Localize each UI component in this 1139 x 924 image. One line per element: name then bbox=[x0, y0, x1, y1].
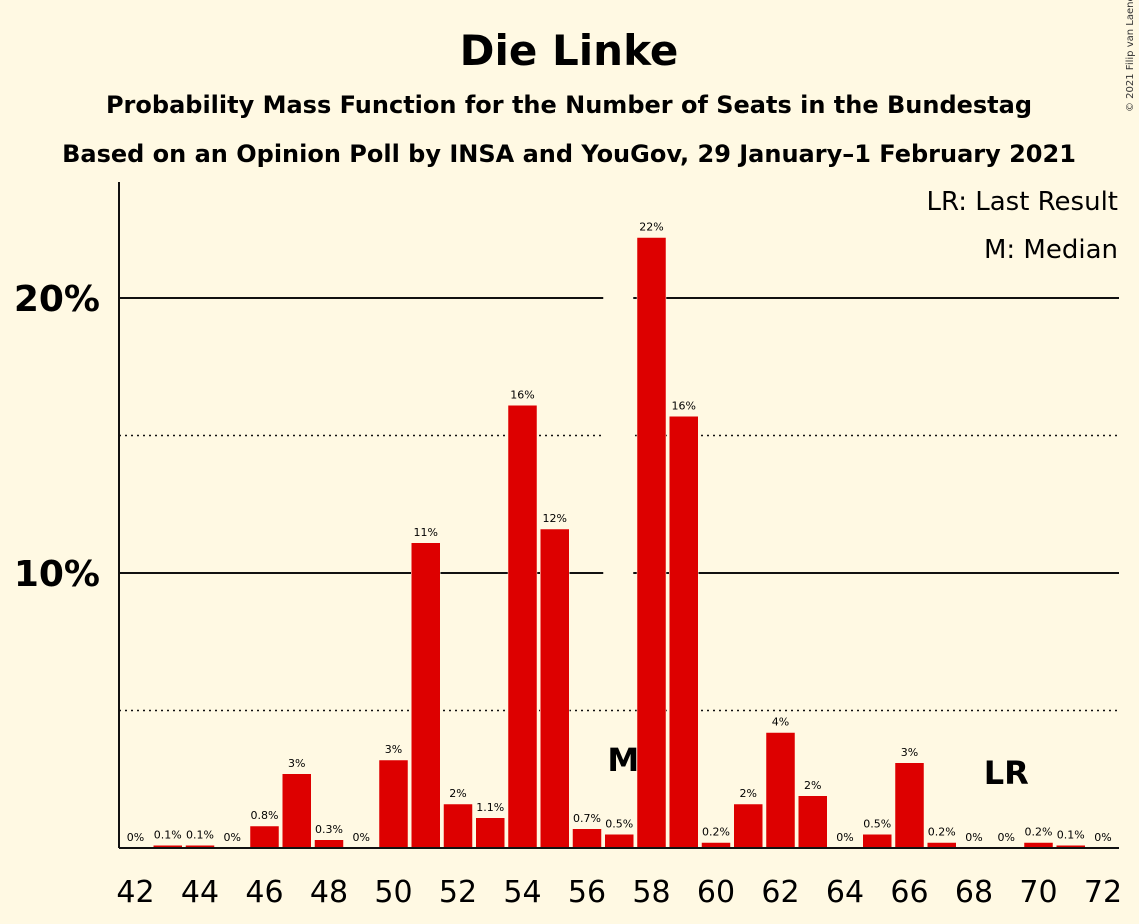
bar-seat-56 bbox=[572, 828, 602, 849]
data-label-seat-42: 0% bbox=[127, 831, 144, 844]
data-label-seat-66: 3% bbox=[901, 746, 918, 759]
copyright-text: © 2021 Filip van Laenen bbox=[1125, 0, 1136, 112]
x-tick-label: 42 bbox=[116, 875, 154, 910]
data-label-seat-69: 0% bbox=[998, 831, 1015, 844]
bar-seat-62 bbox=[765, 732, 796, 849]
bar-seat-50 bbox=[378, 759, 409, 849]
data-label-seat-71: 0.1% bbox=[1057, 828, 1085, 841]
data-label-seat-60: 0.2% bbox=[702, 826, 730, 839]
bar-seat-55 bbox=[540, 528, 570, 849]
x-tick-label: 62 bbox=[761, 875, 799, 910]
x-tick-label: 66 bbox=[890, 875, 928, 910]
data-label-seat-54: 16% bbox=[510, 388, 534, 401]
bar-seat-59 bbox=[669, 416, 699, 849]
data-label-seat-49: 0% bbox=[353, 831, 370, 844]
data-label-seat-70: 0.2% bbox=[1025, 826, 1053, 839]
data-label-seat-48: 0.3% bbox=[315, 823, 343, 836]
x-tick-label: 52 bbox=[439, 875, 477, 910]
x-tick-label: 46 bbox=[245, 875, 283, 910]
bar-seat-54 bbox=[507, 405, 538, 849]
y-tick-label: 10% bbox=[14, 554, 100, 595]
x-tick-label: 54 bbox=[503, 875, 541, 910]
data-label-seat-50: 3% bbox=[385, 743, 402, 756]
bar-seat-51 bbox=[411, 542, 441, 849]
bar-seat-46 bbox=[249, 825, 280, 849]
chart-title: Die Linke bbox=[460, 26, 679, 75]
x-tick-label: 68 bbox=[955, 875, 993, 910]
data-label-seat-65: 0.5% bbox=[863, 817, 891, 830]
data-label-seat-62: 4% bbox=[772, 716, 789, 729]
chart-subtitle-1: Probability Mass Function for the Number… bbox=[106, 91, 1032, 119]
y-tick-label: 20% bbox=[14, 279, 100, 320]
data-label-seat-57: 0.5% bbox=[605, 817, 633, 830]
x-tick-label: 50 bbox=[374, 875, 412, 910]
data-label-seat-59: 16% bbox=[672, 399, 696, 412]
data-label-seat-51: 11% bbox=[414, 526, 438, 539]
x-tick-label: 48 bbox=[310, 875, 348, 910]
x-tick-label: 70 bbox=[1019, 875, 1057, 910]
data-label-seat-43: 0.1% bbox=[154, 828, 182, 841]
x-tick-label: 72 bbox=[1084, 875, 1122, 910]
last-result-marker: LR bbox=[984, 754, 1029, 792]
data-label-seat-55: 12% bbox=[543, 512, 567, 525]
bar-seat-65 bbox=[862, 834, 892, 849]
y-axis-ticks: 10% 20% bbox=[14, 279, 100, 595]
gridlines bbox=[119, 182, 1119, 712]
data-label-seat-64: 0% bbox=[836, 831, 853, 844]
x-tick-label: 44 bbox=[181, 875, 219, 910]
bar-seat-57 bbox=[604, 834, 634, 849]
bar-seat-66 bbox=[894, 762, 925, 849]
data-label-seat-45: 0% bbox=[224, 831, 241, 844]
data-label-seat-58: 22% bbox=[639, 221, 663, 234]
data-labels: 0% 0.1% 0.1% 0% 0.8% 3% 0.3% 0% 3% 11% 2% 1.1% 16% 12… bbox=[127, 221, 1112, 845]
x-axis-ticks: 42 44 46 48 50 52 54 56 58 60 62 64 66 68 70 72 bbox=[116, 875, 1122, 910]
bar-seat-53 bbox=[475, 817, 505, 849]
chart-subtitle-2: Based on an Opinion Poll by INSA and You… bbox=[62, 140, 1076, 168]
data-label-seat-56: 0.7% bbox=[573, 812, 601, 825]
bar-seat-63 bbox=[798, 795, 828, 849]
data-label-seat-47: 3% bbox=[288, 757, 305, 770]
data-label-seat-44: 0.1% bbox=[186, 828, 214, 841]
bar-seat-48 bbox=[314, 839, 344, 849]
bar-seat-61 bbox=[733, 803, 763, 849]
bar-seat-58 bbox=[636, 237, 667, 849]
data-label-seat-61: 2% bbox=[740, 787, 757, 800]
data-label-seat-52: 2% bbox=[449, 787, 466, 800]
bar-seat-47 bbox=[282, 773, 312, 849]
x-tick-label: 60 bbox=[697, 875, 735, 910]
bar-seat-52 bbox=[443, 803, 473, 849]
data-label-seat-67: 0.2% bbox=[928, 826, 956, 839]
data-label-seat-63: 2% bbox=[804, 779, 821, 792]
legend-last-result: LR: Last Result bbox=[926, 187, 1118, 217]
data-label-seat-68: 0% bbox=[965, 831, 982, 844]
legend-median: M: Median bbox=[984, 235, 1118, 265]
data-label-seat-72: 0% bbox=[1094, 831, 1111, 844]
data-label-seat-46: 0.8% bbox=[251, 809, 279, 822]
x-tick-label: 64 bbox=[826, 875, 864, 910]
median-marker: M bbox=[607, 741, 639, 779]
median-gap bbox=[603, 182, 634, 592]
bars bbox=[153, 237, 1086, 849]
x-tick-label: 56 bbox=[568, 875, 606, 910]
x-tick-label: 58 bbox=[632, 875, 670, 910]
data-label-seat-53: 1.1% bbox=[476, 801, 504, 814]
